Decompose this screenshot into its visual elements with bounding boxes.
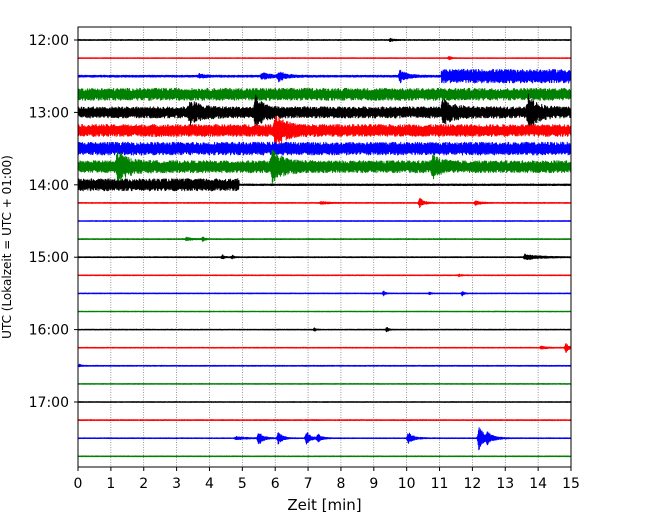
trace-1300	[77, 93, 572, 131]
trace-1245	[77, 87, 572, 101]
x-tick-label: 9	[369, 476, 378, 492]
y-axis: 12:00 13:00 14:00 15:00 16:00 17:00	[29, 33, 78, 411]
x-tick-label: 13	[496, 476, 514, 492]
trace-1445	[77, 236, 572, 242]
x-tick-label: 2	[139, 476, 148, 492]
trace-1745	[77, 455, 572, 458]
x-tick-label: 5	[238, 476, 247, 492]
y-tick-label: 17:00	[29, 395, 69, 411]
x-tick-label: 4	[205, 476, 214, 492]
trace-1200	[77, 37, 572, 43]
y-tick-label: 12:00	[29, 33, 69, 49]
trace-1700	[77, 401, 572, 403]
x-tick-label: 14	[529, 476, 547, 492]
trace-1530	[77, 290, 572, 297]
trace-1500	[77, 253, 572, 261]
trace-1715	[77, 419, 572, 422]
x-tick-label: 1	[106, 476, 115, 492]
y-tick-label: 16:00	[29, 323, 69, 339]
x-tick-label: 12	[463, 476, 481, 492]
x-axis-label: Zeit [min]	[287, 496, 361, 514]
x-tick-label: 6	[271, 476, 280, 492]
x-tick-label: 3	[172, 476, 181, 492]
y-tick-label: 15:00	[29, 250, 69, 266]
trace-1315	[77, 115, 572, 150]
seismic-traces	[77, 37, 572, 458]
y-axis-label: UTC (Lokalzeit = UTC + 01:00)	[0, 155, 14, 339]
trace-1400	[77, 178, 572, 192]
trace-1545	[77, 310, 572, 313]
x-tick-label: 7	[304, 476, 313, 492]
trace-1230	[77, 68, 572, 84]
trace-1415	[77, 197, 572, 209]
plot-frame	[77, 26, 572, 468]
trace-1630	[77, 363, 572, 368]
trace-1615	[77, 343, 572, 353]
trace-1215	[77, 56, 572, 61]
trace-1430	[77, 220, 572, 222]
x-tick-label: 15	[562, 476, 580, 492]
x-tick-label: 10	[398, 476, 416, 492]
trace-1515	[77, 273, 572, 278]
x-tick-label: 8	[336, 476, 345, 492]
trace-1600	[77, 326, 572, 333]
x-axis: 0 1 2 3 4 5 6 7 8 9 10 11 12 13 14 15	[74, 467, 580, 492]
vertical-grid	[110, 27, 539, 467]
trace-1645	[77, 383, 572, 385]
y-tick-label: 14:00	[29, 178, 69, 194]
x-tick-label: 11	[431, 476, 449, 492]
x-tick-label: 0	[74, 476, 83, 492]
trace-1730	[77, 427, 572, 451]
trace-1345	[77, 149, 572, 184]
trace-1330	[77, 141, 572, 156]
y-tick-label: 13:00	[29, 105, 69, 121]
